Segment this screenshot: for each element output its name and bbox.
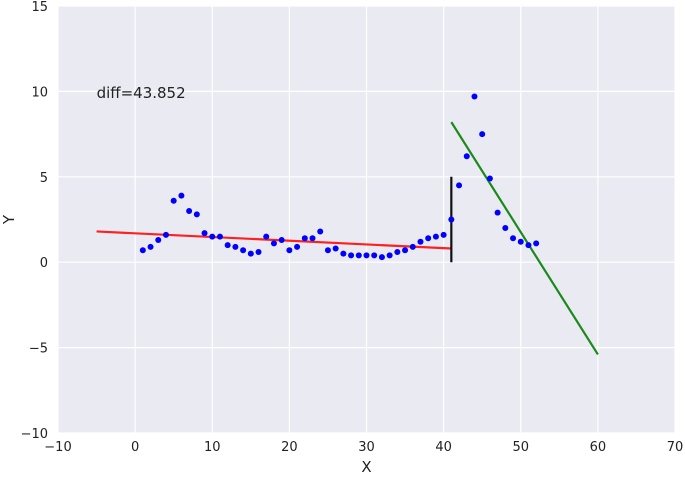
data-point [348,252,355,259]
data-point [324,247,331,254]
x-tick-label: 20 [281,440,298,455]
x-tick-label: 70 [667,440,684,455]
x-axis-label: X [361,458,371,476]
data-point [247,250,254,257]
data-point [240,247,247,254]
data-point [517,238,524,245]
data-point [494,209,501,216]
x-tick-label: 10 [204,440,221,455]
data-point [363,252,370,259]
y-tick-label: 0 [40,256,48,271]
data-point [486,175,493,182]
y-tick-label: −10 [21,427,48,442]
data-point [309,235,316,242]
y-tick-labels: −10 −5 0 5 10 15 [21,0,48,442]
data-point [533,240,540,247]
data-point [378,254,385,261]
fit-line-3 [450,121,599,356]
y-tick-label: −5 [29,342,48,357]
data-point [402,247,409,254]
data-point [355,252,362,259]
data-point [479,131,486,138]
data-point [409,243,416,250]
data-point [456,182,463,189]
data-point [448,216,455,223]
data-point [170,197,177,204]
data-point [502,225,509,232]
y-tick-label: 5 [40,171,48,186]
data-point [371,252,378,259]
data-point [432,233,439,240]
x-tick-label: 60 [590,440,607,455]
data-point [216,233,223,240]
data-point [340,250,347,257]
data-point [278,236,285,243]
data-point [525,242,532,249]
data-point [417,238,424,245]
data-point [294,243,301,250]
data-point [440,231,447,238]
data-points [139,93,540,261]
data-point [209,233,216,240]
data-point [270,240,277,247]
x-tick-label: 30 [358,440,375,455]
data-point [286,247,293,254]
data-point [471,93,478,100]
data-point [386,252,393,259]
data-point [332,245,339,252]
y-tick-label: 10 [31,85,48,100]
data-point [193,211,200,218]
data-point [255,248,262,255]
data-point [201,230,208,237]
data-point [155,236,162,243]
data-point [425,235,432,242]
data-point [147,243,154,250]
data-point [263,233,270,240]
fit-line-1 [96,230,452,250]
x-tick-label: 40 [435,440,452,455]
x-tick-label: 0 [131,440,139,455]
data-point [224,242,231,249]
grid-lines [57,5,676,434]
data-point [301,235,308,242]
data-point [186,207,193,214]
data-point [510,235,517,242]
data-point [162,231,169,238]
diff-annotation: diff=43.852 [97,84,186,102]
y-axis-label: Y [0,214,18,225]
data-point [463,153,470,160]
x-tick-label: −10 [44,440,71,455]
x-tick-label: 50 [512,440,529,455]
data-point [139,247,146,254]
data-point [394,248,401,255]
data-point [178,192,185,199]
x-tick-labels: −10 0 10 20 30 40 50 60 70 [44,440,683,455]
data-point [232,243,239,250]
y-tick-label: 15 [31,0,48,15]
data-point [317,228,324,235]
